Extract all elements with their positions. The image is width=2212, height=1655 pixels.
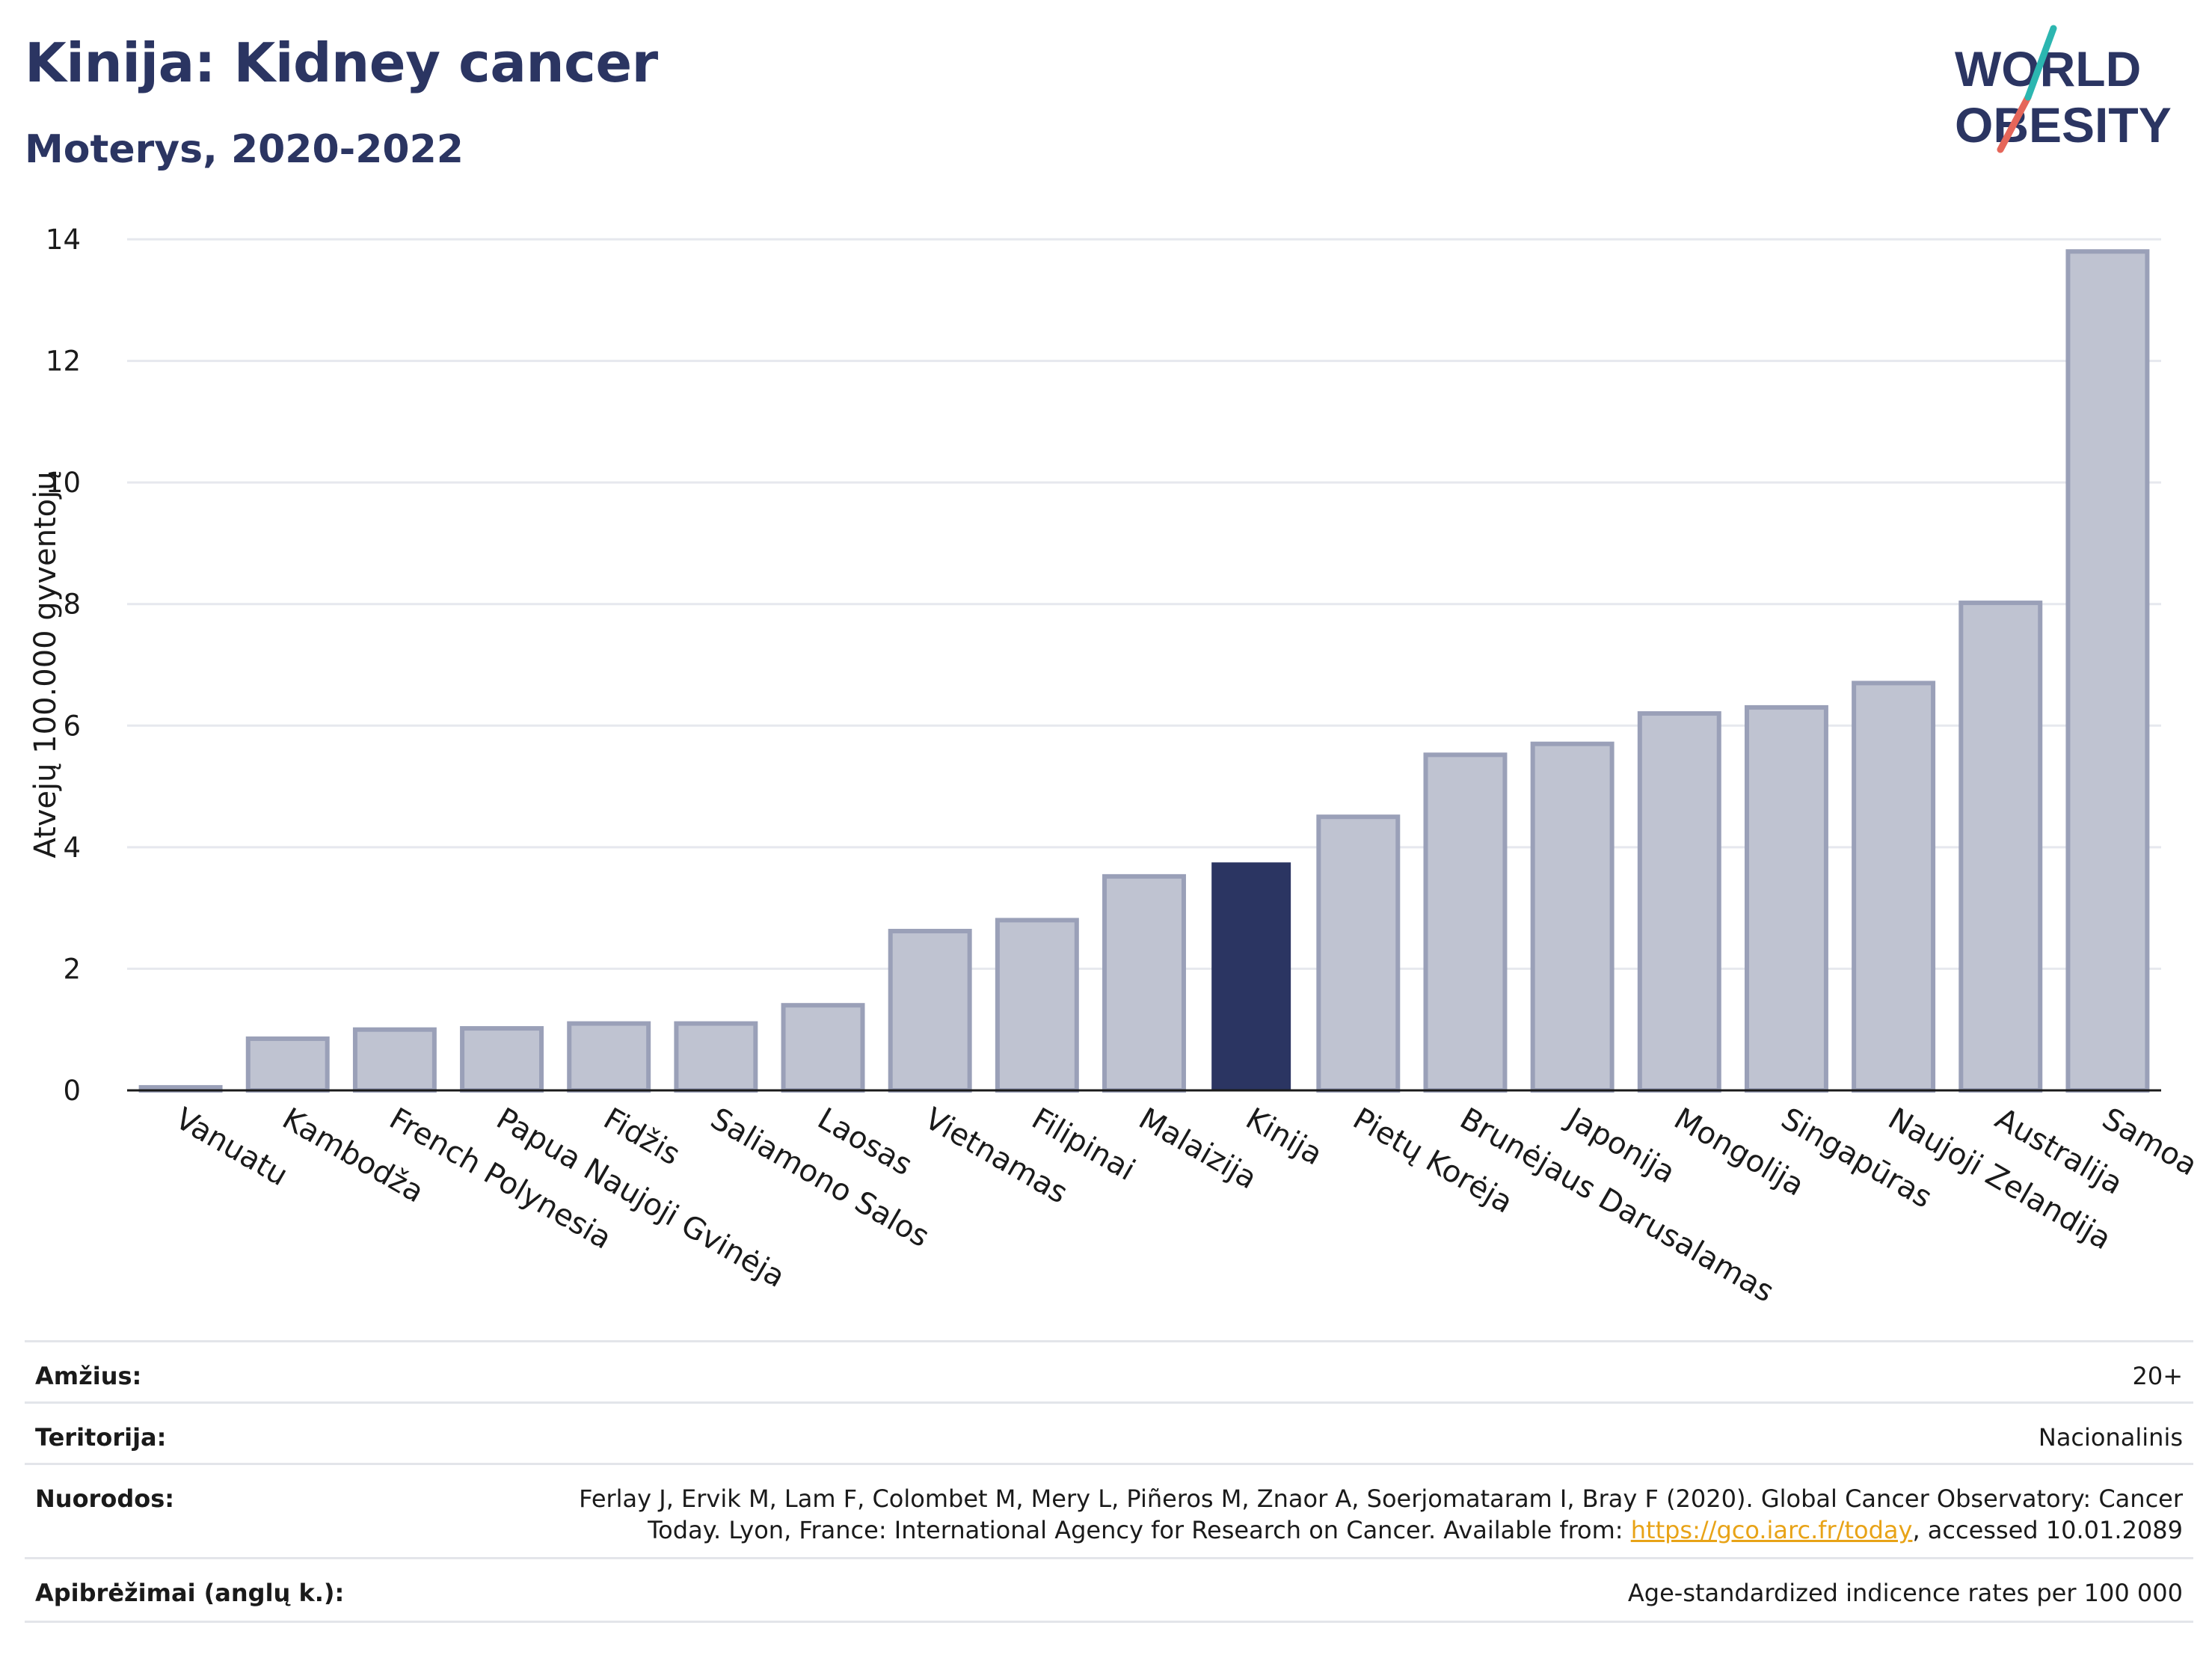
bar: [245, 1036, 330, 1093]
bar: [1958, 601, 2043, 1093]
references-label: Nuorodos:: [35, 1484, 175, 1513]
x-tick-label: Malaizija: [1133, 1102, 1262, 1197]
bar: [674, 1021, 758, 1093]
territory-label: Teritorija:: [35, 1423, 167, 1452]
bar: [1744, 704, 1828, 1093]
bar: [1316, 814, 1401, 1093]
references-line2: Today. Lyon, France: International Agenc…: [648, 1516, 2183, 1544]
page-subtitle: Moterys, 2020-2022: [25, 127, 464, 172]
territory-value: Nacionalinis: [2038, 1423, 2183, 1452]
y-tick-label: 6: [63, 710, 81, 742]
y-tick-label: 10: [46, 467, 81, 499]
y-axis-label: Atvejų 100.000 gyventojų: [28, 471, 63, 858]
bar: [888, 929, 972, 1093]
meta-row-age: Amžius: 20+: [25, 1340, 2193, 1404]
bar: [1637, 711, 1721, 1093]
metadata-table: Amžius: 20+ Teritorija: Nacionalinis Nuo…: [25, 1340, 2193, 1639]
age-label: Amžius:: [35, 1362, 142, 1390]
bar: [1102, 873, 1186, 1093]
bar: [567, 1021, 651, 1093]
y-tick-label: 4: [63, 832, 81, 864]
references-link[interactable]: https://gco.iarc.fr/today: [1630, 1516, 1913, 1544]
page-title: Kinija: Kidney cancer: [25, 31, 658, 94]
meta-row-territory: Teritorija: Nacionalinis: [25, 1401, 2193, 1465]
y-tick-label: 14: [46, 224, 81, 256]
meta-row-definitions: Apibrėžimai (anglų k.): Age-standardized…: [25, 1557, 2193, 1623]
y-tick-label: 12: [46, 346, 81, 378]
y-tick-label: 8: [63, 589, 81, 621]
bar: [1852, 681, 1936, 1093]
definitions-value: Age-standardized indicence rates per 100…: [1627, 1579, 2183, 1607]
bar-highlight: [1211, 862, 1291, 1090]
meta-row-references: Nuorodos: Ferlay J, Ervik M, Lam F, Colo…: [25, 1463, 2193, 1559]
bar: [1530, 741, 1615, 1093]
bar: [2065, 249, 2150, 1093]
bar: [460, 1026, 544, 1093]
bar: [781, 1003, 865, 1093]
definitions-label: Apibrėžimai (anglų k.):: [35, 1579, 345, 1607]
logo-line2: OBESITY: [1955, 97, 2172, 153]
bar: [1423, 752, 1508, 1093]
age-value: 20+: [2132, 1362, 2183, 1390]
y-tick-label: 2: [63, 953, 81, 985]
world-obesity-logo: WORLD OBESITY: [1955, 25, 2172, 153]
bar: [352, 1027, 437, 1093]
y-tick-label: 0: [63, 1075, 81, 1107]
bar-chart: 0 2 4 6 8 10 12 14 Atvejų 100.000 gyventojų Vanua…: [28, 224, 2203, 1309]
x-tick-label: Vanuatu: [170, 1102, 294, 1193]
references-line1: Ferlay J, Ervik M, Lam F, Colombet M, Me…: [579, 1484, 2183, 1513]
bar: [995, 918, 1079, 1093]
